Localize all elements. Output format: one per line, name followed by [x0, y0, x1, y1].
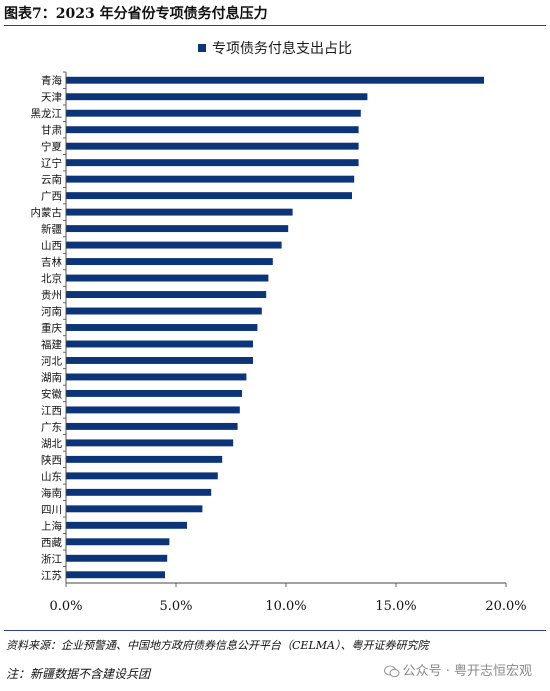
bar-chart: 青海天津黑龙江甘肃宁夏辽宁云南广西内蒙古新疆山西吉林北京贵州河南重庆福建河北湖南… — [31, 71, 527, 614]
x-tick-label-1: 0.0% — [49, 599, 82, 614]
category-label-15: 河南 — [41, 305, 62, 318]
bar-15 — [66, 307, 262, 315]
category-label-14: 贵州 — [41, 289, 62, 302]
category-label-3: 黑龙江 — [31, 107, 63, 120]
bar-24 — [66, 455, 223, 463]
bar-21 — [66, 406, 240, 414]
legend-swatch — [198, 44, 206, 52]
x-tick-label-3: 10.0% — [265, 599, 306, 614]
category-labels-group: 青海天津黑龙江甘肃宁夏辽宁云南广西内蒙古新疆山西吉林北京贵州河南重庆福建河北湖南… — [31, 74, 63, 582]
category-label-28: 上海 — [41, 519, 62, 532]
category-label-24: 陕西 — [41, 453, 62, 466]
bar-18 — [66, 357, 253, 364]
bar-16 — [66, 324, 258, 331]
category-label-25: 山东 — [41, 470, 62, 483]
category-label-4: 甘肃 — [41, 124, 62, 137]
category-label-16: 重庆 — [41, 322, 62, 335]
chart-legend: 专项债务付息支出占比 — [0, 40, 550, 58]
category-label-6: 辽宁 — [41, 157, 62, 170]
bar-25 — [66, 472, 218, 480]
category-label-8: 广西 — [41, 191, 62, 203]
category-label-27: 四川 — [41, 504, 62, 516]
x-axis: 0.0% 5.0% 10.0% 15.0% 20.0% — [49, 582, 527, 614]
bar-12 — [66, 258, 273, 266]
bars-group — [66, 76, 484, 579]
bar-11 — [66, 241, 282, 249]
bar-2 — [66, 93, 368, 101]
bar-20 — [66, 389, 242, 397]
category-label-18: 河北 — [41, 355, 62, 367]
category-label-11: 山西 — [41, 240, 62, 252]
bar-23 — [66, 439, 234, 447]
bar-4 — [66, 126, 359, 134]
category-label-13: 北京 — [41, 272, 62, 285]
category-label-21: 江西 — [41, 405, 62, 417]
bar-3 — [66, 109, 361, 117]
category-label-31: 江苏 — [41, 569, 62, 582]
bar-10 — [66, 225, 289, 233]
x-tick-label-5: 20.0% — [485, 599, 526, 614]
bar-8 — [66, 192, 352, 200]
category-label-23: 湖北 — [41, 438, 62, 450]
bar-7 — [66, 175, 355, 183]
watermark: 公众号 · 粤开志恒宏观 — [383, 660, 532, 679]
footnote: 注：新疆数据不含建设兵团 — [6, 667, 151, 681]
source-note: 资料来源：企业预警通、中国地方政府债券信息公开平台（CELMA）、粤开证券研究院 — [6, 639, 429, 652]
category-label-30: 浙江 — [41, 553, 62, 565]
bar-1 — [66, 76, 484, 84]
category-label-9: 内蒙古 — [31, 206, 63, 219]
wechat-icon — [383, 665, 400, 678]
bar-13 — [66, 274, 269, 282]
category-label-12: 吉林 — [41, 256, 62, 269]
x-tick-label-2: 5.0% — [159, 599, 192, 614]
bar-19 — [66, 373, 247, 381]
legend-label: 专项债务付息支出占比 — [212, 41, 352, 57]
bar-27 — [66, 505, 203, 513]
footer-divider — [4, 630, 546, 631]
x-tick-label-4: 15.0% — [375, 599, 416, 614]
bar-31 — [66, 571, 165, 579]
bar-28 — [66, 521, 187, 529]
bar-22 — [66, 422, 238, 430]
category-label-17: 福建 — [41, 338, 62, 351]
bar-26 — [66, 488, 212, 496]
bar-14 — [66, 291, 267, 298]
bar-29 — [66, 538, 170, 546]
category-label-20: 安徽 — [41, 387, 62, 400]
figure-title: 图表7：2023 年分省份专项债务付息压力 — [4, 3, 546, 26]
watermark-text: 公众号 · 粤开志恒宏观 — [402, 664, 532, 679]
category-label-26: 海南 — [41, 486, 62, 499]
category-label-19: 湖南 — [41, 371, 62, 384]
category-label-22: 广东 — [41, 420, 62, 433]
category-label-29: 西藏 — [41, 537, 62, 549]
category-label-1: 青海 — [41, 74, 62, 87]
category-label-5: 宁夏 — [41, 140, 62, 153]
category-label-2: 天津 — [41, 92, 62, 104]
bar-17 — [66, 340, 253, 348]
y-axis — [63, 71, 67, 583]
bar-9 — [66, 208, 293, 216]
bar-5 — [66, 142, 359, 150]
category-label-7: 云南 — [41, 173, 62, 186]
bar-6 — [66, 159, 359, 167]
bar-30 — [66, 554, 168, 562]
category-label-10: 新疆 — [41, 223, 62, 236]
